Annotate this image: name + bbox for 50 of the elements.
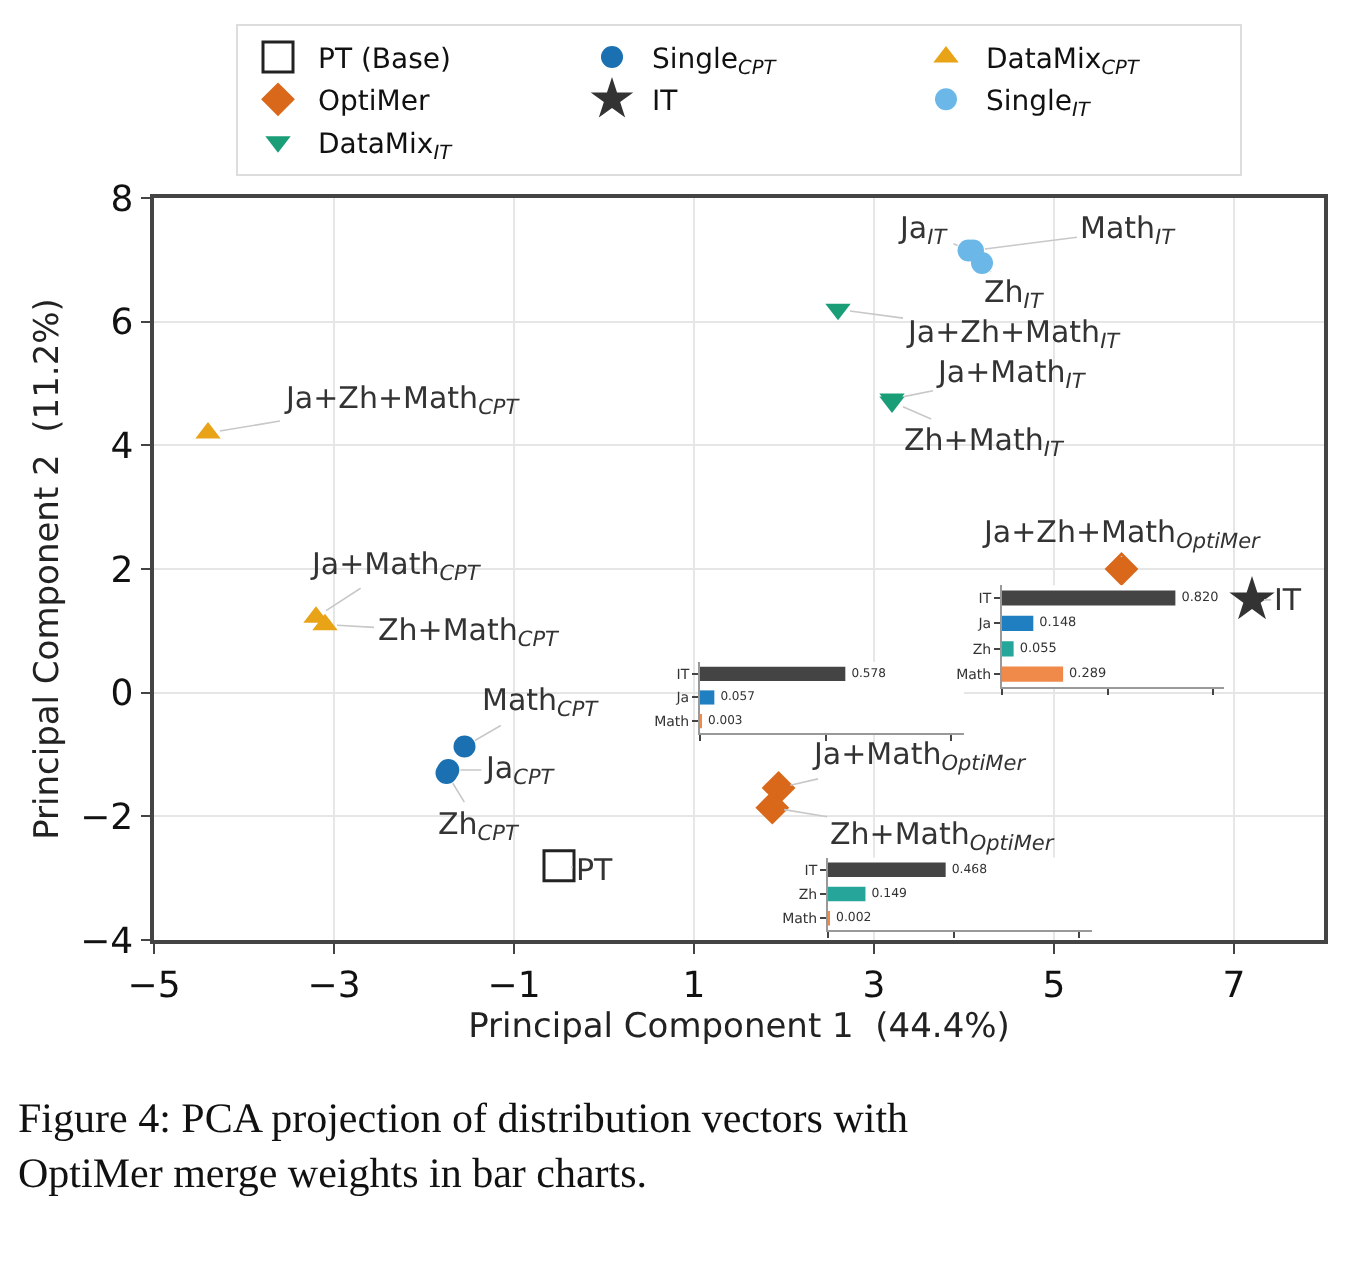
legend-label: Single$_{IT}$ bbox=[986, 86, 1092, 123]
annotation: Ja+Math$_{OptiMer}$ bbox=[812, 736, 1027, 777]
point bbox=[1104, 552, 1139, 586]
y-tick-label: 6 bbox=[110, 302, 134, 345]
x-tick-label: 3 bbox=[862, 964, 886, 1007]
point bbox=[755, 790, 790, 825]
annotation: Math$_{IT}$ bbox=[1080, 210, 1178, 251]
point bbox=[453, 735, 476, 758]
annotation: Zh$_{IT}$ bbox=[984, 274, 1046, 315]
annotation: Ja+Zh+Math$_{CPT}$ bbox=[284, 380, 522, 421]
x-tick-label: 7 bbox=[1222, 964, 1246, 1007]
y-tick-label: 0 bbox=[110, 673, 134, 716]
annotation: Ja+Zh+Math$_{IT}$ bbox=[906, 314, 1123, 355]
legend-label: DataMix$_{CPT}$ bbox=[986, 43, 1141, 80]
annotation: Math$_{CPT}$ bbox=[482, 682, 601, 723]
annotation: IT bbox=[1274, 582, 1303, 618]
caption: Figure 4: PCA projection of distribution vectors with OptiMer merge weights in bar charts. bbox=[18, 1094, 910, 1197]
annotation: Ja+Zh+Math$_{OptiMer}$ bbox=[982, 514, 1262, 555]
x-tick-label: 1 bbox=[682, 964, 706, 1007]
y-tick-label: 4 bbox=[110, 425, 134, 468]
point bbox=[542, 849, 576, 883]
annotation: Ja$_{CPT}$ bbox=[484, 750, 557, 791]
annotation: Ja$_{IT}$ bbox=[898, 210, 950, 251]
y-tick-label: −4 bbox=[80, 920, 134, 963]
annotation: PT bbox=[576, 852, 615, 888]
annotation: Zh+Math$_{OptiMer}$ bbox=[830, 816, 1055, 857]
x-tick-label: −5 bbox=[127, 964, 181, 1007]
legend-label: DataMix$_{IT}$ bbox=[318, 128, 454, 165]
legend-label: Single$_{CPT}$ bbox=[652, 43, 778, 80]
x-tick-label: 5 bbox=[1042, 964, 1066, 1007]
y-axis-title: Principal Component 2 (11.2%) bbox=[28, 298, 69, 840]
x-tick-label: −3 bbox=[307, 964, 361, 1007]
x-axis-title: Principal Component 1 (44.4%) bbox=[468, 1006, 1010, 1047]
point bbox=[1229, 576, 1275, 620]
annotation: Zh$_{CPT}$ bbox=[438, 806, 521, 847]
x-tick-label: −1 bbox=[487, 964, 541, 1007]
point bbox=[971, 251, 993, 274]
y-tick-label: 8 bbox=[110, 178, 134, 221]
bar bbox=[1002, 615, 1034, 632]
annotation: Zh+Math$_{CPT}$ bbox=[378, 612, 562, 653]
bar bbox=[1002, 590, 1176, 606]
annotation: Ja+Math$_{CPT}$ bbox=[310, 546, 483, 587]
annotation: Zh+Math$_{IT}$ bbox=[904, 422, 1066, 463]
annotation: Ja+Math$_{IT}$ bbox=[936, 354, 1088, 395]
bar bbox=[1002, 641, 1014, 657]
y-tick-label: 2 bbox=[110, 549, 134, 592]
bar bbox=[1002, 666, 1064, 682]
legend-label: OptiMer bbox=[318, 86, 430, 119]
legend-label: PT (Base) bbox=[318, 43, 451, 76]
y-tick-label: −2 bbox=[80, 796, 134, 839]
